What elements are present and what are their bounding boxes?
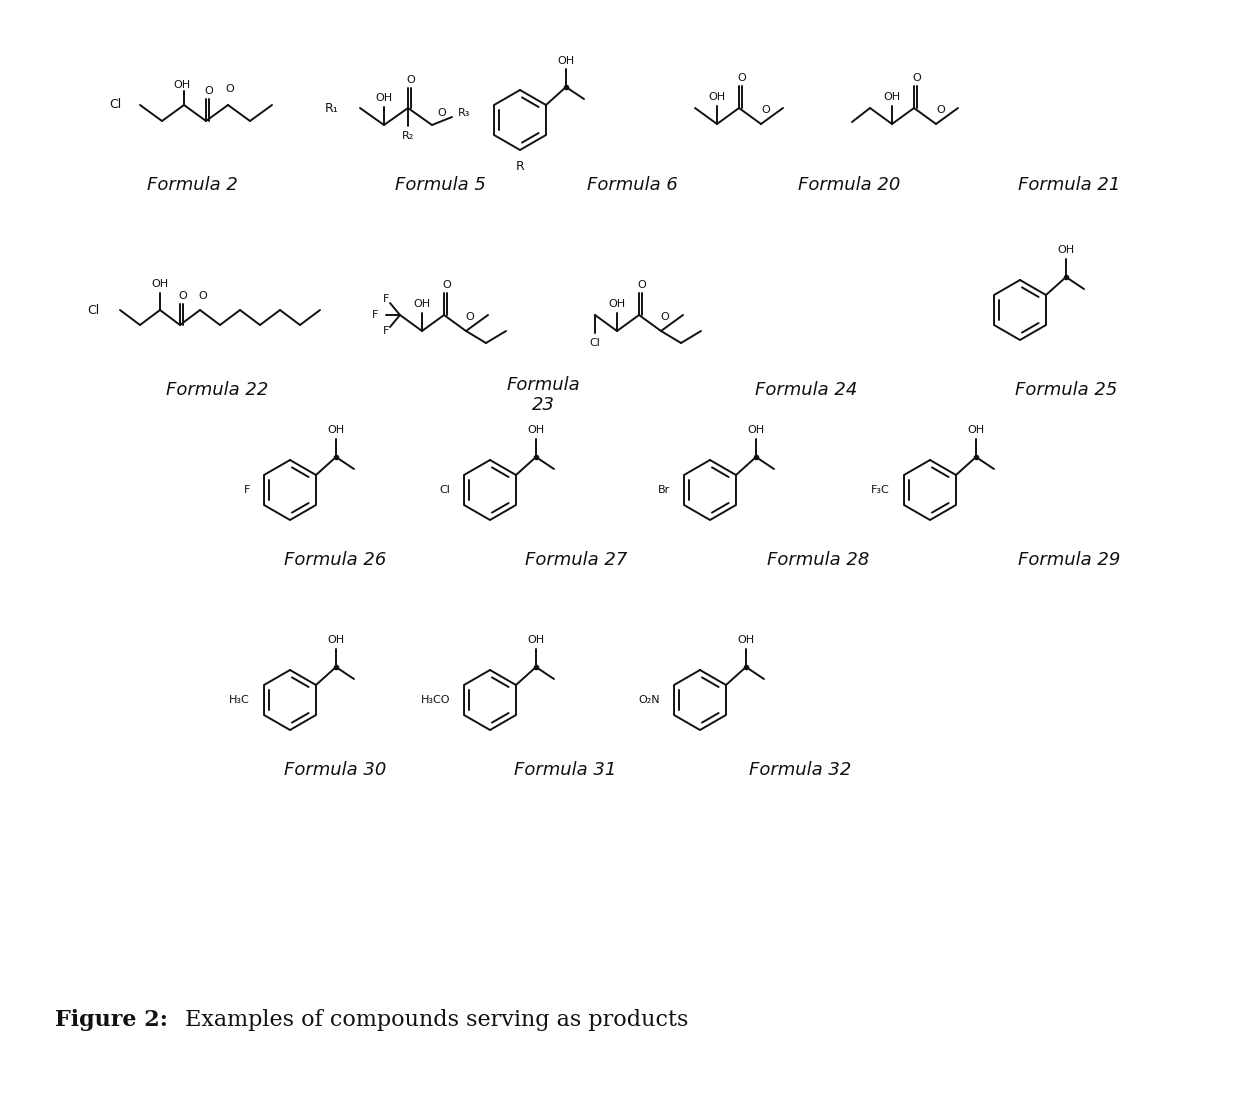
Text: F: F [372, 310, 378, 320]
Text: O: O [443, 280, 451, 290]
Text: H₃C: H₃C [229, 695, 250, 705]
Text: O: O [179, 291, 187, 301]
Text: OH: OH [708, 92, 725, 102]
Text: Formula 2: Formula 2 [146, 176, 238, 193]
Text: O: O [661, 312, 670, 322]
Text: Formula 24: Formula 24 [755, 381, 857, 399]
Text: Br: Br [657, 485, 670, 495]
Text: OH: OH [748, 425, 765, 435]
Text: Formula 26: Formula 26 [284, 551, 386, 569]
Text: Examples of compounds serving as products: Examples of compounds serving as product… [179, 1009, 688, 1031]
Text: Formula 32: Formula 32 [749, 761, 851, 779]
Text: OH: OH [1058, 245, 1075, 255]
Text: Cl: Cl [439, 485, 450, 495]
Text: O: O [637, 280, 646, 290]
Text: OH: OH [151, 279, 169, 289]
Text: O: O [198, 291, 207, 301]
Text: OH: OH [327, 425, 345, 435]
Text: OH: OH [967, 425, 985, 435]
Text: OH: OH [738, 635, 755, 645]
Text: Formula 27: Formula 27 [526, 551, 627, 569]
Text: O: O [407, 75, 415, 85]
Text: O: O [466, 312, 475, 322]
Text: F₃C: F₃C [872, 485, 890, 495]
Text: Formula
23: Formula 23 [506, 376, 580, 414]
Text: OH: OH [376, 93, 393, 103]
Text: R₂: R₂ [402, 131, 414, 141]
Text: Formula 25: Formula 25 [1016, 381, 1117, 399]
Text: O: O [205, 86, 213, 96]
Text: OH: OH [558, 56, 574, 66]
Text: R₃: R₃ [458, 108, 470, 118]
Text: Formula 22: Formula 22 [166, 381, 268, 399]
Text: O: O [226, 84, 234, 94]
Text: Formula 6: Formula 6 [587, 176, 678, 193]
Text: Formula 31: Formula 31 [515, 761, 616, 779]
Text: Cl: Cl [589, 338, 600, 348]
Text: OH: OH [327, 635, 345, 645]
Text: Formula 20: Formula 20 [799, 176, 900, 193]
Text: F: F [383, 326, 389, 336]
Text: OH: OH [883, 92, 900, 102]
Text: F: F [383, 294, 389, 304]
Text: Formula 28: Formula 28 [768, 551, 869, 569]
Text: O: O [936, 105, 945, 115]
Text: Formula 29: Formula 29 [1018, 551, 1120, 569]
Text: OH: OH [174, 80, 191, 90]
Text: Cl: Cl [88, 304, 100, 317]
Text: OH: OH [609, 299, 625, 309]
Text: F: F [243, 485, 250, 495]
Text: O: O [913, 73, 921, 83]
Text: O: O [761, 105, 770, 115]
Text: O: O [438, 108, 446, 118]
Text: H₃CO: H₃CO [420, 695, 450, 705]
Text: OH: OH [527, 635, 544, 645]
Text: OH: OH [527, 425, 544, 435]
Text: O: O [738, 73, 746, 83]
Text: Figure 2:: Figure 2: [55, 1009, 167, 1031]
Text: R₁: R₁ [324, 102, 339, 115]
Text: Formula 30: Formula 30 [284, 761, 386, 779]
Text: Cl: Cl [110, 98, 122, 111]
Text: R: R [516, 160, 525, 173]
Text: O₂N: O₂N [639, 695, 660, 705]
Text: Formula 21: Formula 21 [1018, 176, 1120, 193]
Text: Formula 5: Formula 5 [394, 176, 486, 193]
Text: OH: OH [413, 299, 430, 309]
